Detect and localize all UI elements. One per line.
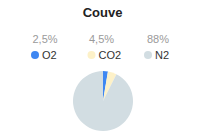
legend-value: 88% [147, 33, 169, 45]
legend-swatch [88, 51, 96, 59]
legend-label: CO2 [99, 49, 122, 61]
legend-value: 2,5% [32, 33, 57, 45]
slice [73, 71, 133, 131]
legend-swatch [144, 51, 152, 59]
title: Couve [83, 5, 123, 20]
legend-swatch [31, 51, 39, 59]
legend-label: N2 [155, 49, 169, 61]
legend-value: 4,5% [89, 33, 114, 45]
chart: Couve 2,5% O2 4,5% CO2 88% N2 [0, 0, 205, 133]
pie [73, 71, 133, 131]
legend-label: O2 [42, 49, 57, 61]
legend: 2,5% O2 4,5% CO2 88% N2 [31, 33, 169, 61]
